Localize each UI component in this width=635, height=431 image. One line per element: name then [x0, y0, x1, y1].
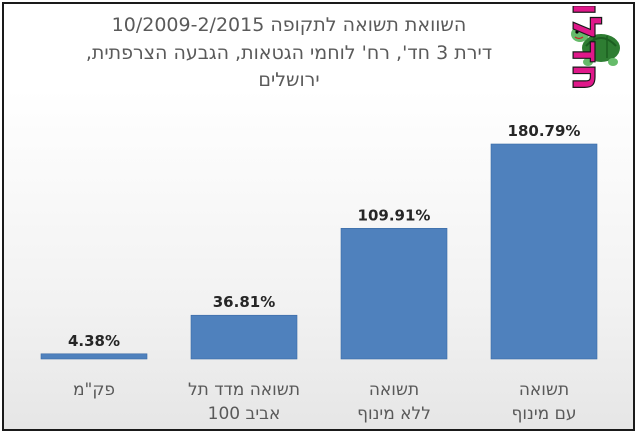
- category-label-3-line-1: תשואה: [369, 380, 419, 400]
- data-label-3: 109.91%: [358, 206, 431, 224]
- turtle-icon: [571, 26, 620, 66]
- data-label-4: 180.79%: [508, 122, 581, 140]
- category-label-1-line-1: פק"מ: [73, 380, 115, 400]
- chart-title-line-1: השוואת תשואה לתקופה 10/2009-2/2015: [111, 14, 467, 36]
- bar-3: [340, 227, 448, 360]
- chart-title-line-2: דירת 3 חד', רח' לוחמי הגטאות, הגבעה הצרפ…: [85, 42, 493, 64]
- category-label-3-line-2: ללא מינוף: [357, 404, 431, 424]
- bar-2: [190, 314, 298, 360]
- category-label-4-line-1: תשואה: [519, 380, 569, 400]
- chart-title-line-3: ירושלים: [258, 69, 320, 91]
- data-label-1: 4.38%: [68, 332, 120, 350]
- logo-text: חדלון: [563, 6, 609, 91]
- data-label-2: 36.81%: [213, 293, 275, 311]
- bar-chart: 4.38% פק"מ 36.81% תשואה מדד תל אביב 100 109.9…: [40, 122, 598, 424]
- category-label-4-line-2: עם מינוף: [512, 404, 577, 424]
- bar-4: [490, 143, 598, 360]
- logo: חדלון: [562, 6, 620, 92]
- category-label-2-line-2: אביב 100: [208, 404, 281, 424]
- category-label-2-line-1: תשואה מדד תל: [188, 380, 300, 400]
- bar-1: [40, 353, 148, 360]
